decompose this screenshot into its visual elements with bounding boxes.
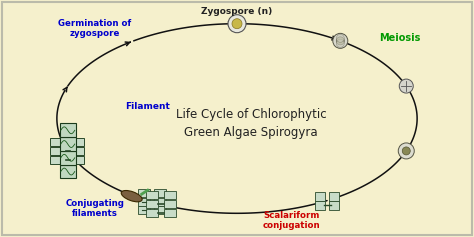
- Bar: [164, 201, 176, 208]
- Circle shape: [399, 79, 413, 93]
- Text: Conjugating
filaments: Conjugating filaments: [65, 199, 124, 218]
- Bar: [138, 189, 150, 197]
- Circle shape: [228, 15, 246, 33]
- Bar: [50, 138, 64, 146]
- Bar: [315, 201, 325, 210]
- Text: Life Cycle of Chlorophytic
Green Algae Spirogyra: Life Cycle of Chlorophytic Green Algae S…: [176, 108, 327, 139]
- Bar: [146, 201, 158, 208]
- Bar: [138, 198, 150, 206]
- Bar: [70, 156, 84, 164]
- Circle shape: [337, 37, 344, 45]
- Bar: [60, 123, 76, 137]
- Bar: [315, 192, 325, 201]
- Bar: [50, 156, 64, 164]
- Bar: [50, 147, 64, 155]
- Bar: [155, 198, 166, 206]
- Text: Germination of
zygospore: Germination of zygospore: [58, 19, 131, 38]
- Circle shape: [402, 147, 410, 155]
- Bar: [155, 189, 166, 197]
- Bar: [70, 147, 84, 155]
- Bar: [146, 210, 158, 217]
- Ellipse shape: [121, 191, 142, 202]
- Bar: [155, 206, 166, 214]
- Circle shape: [232, 19, 242, 29]
- Bar: [70, 138, 84, 146]
- Bar: [60, 137, 76, 151]
- Bar: [146, 191, 158, 199]
- Circle shape: [337, 39, 344, 47]
- Circle shape: [333, 33, 348, 48]
- Text: Zygospore (n): Zygospore (n): [201, 7, 273, 16]
- Text: Meiosis: Meiosis: [379, 33, 420, 43]
- Bar: [164, 191, 176, 199]
- Circle shape: [398, 143, 414, 159]
- Bar: [329, 201, 339, 210]
- Text: Filament: Filament: [126, 102, 171, 111]
- Text: Scalariform
conjugation: Scalariform conjugation: [263, 211, 321, 230]
- Bar: [164, 210, 176, 217]
- Bar: [329, 192, 339, 201]
- Bar: [60, 165, 76, 178]
- Bar: [60, 151, 76, 165]
- Bar: [138, 206, 150, 214]
- Circle shape: [337, 34, 344, 42]
